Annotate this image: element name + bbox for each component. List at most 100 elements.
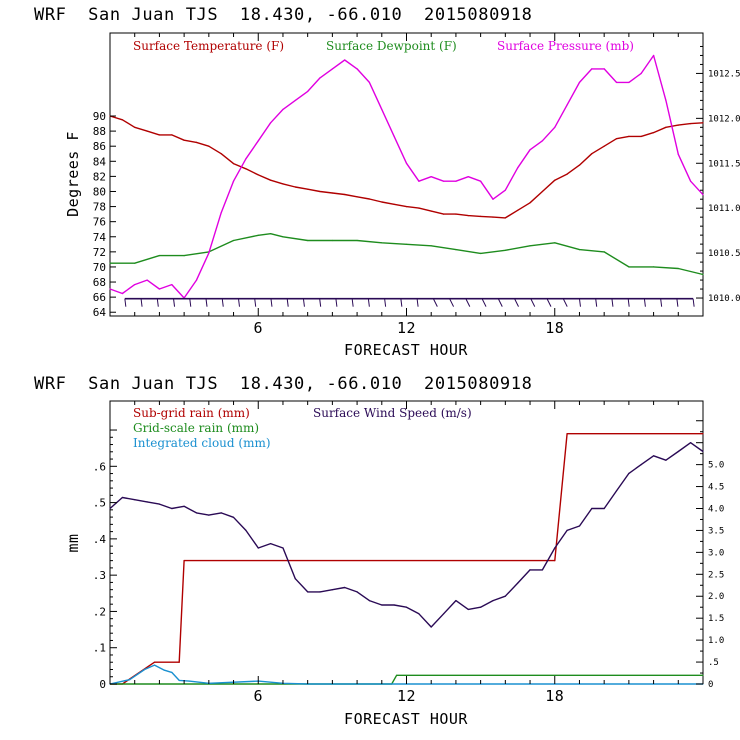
wind-barb: [514, 298, 519, 307]
y2-tick-label: 5.0: [708, 461, 724, 471]
wind-barb: [124, 298, 127, 307]
wind-barb: [449, 298, 455, 307]
wind-barb: [335, 298, 338, 307]
top-x-axis-label: FORECAST HOUR: [344, 341, 468, 359]
data-point-surface-pressure-mb: [405, 162, 408, 164]
data-point-surface-wind-speed-m-s: [566, 529, 568, 532]
data-point-surface-dewpoint-f: [603, 251, 605, 253]
top-chart: WRF San Juan TJS 18.430, -66.010 2015080…: [34, 5, 740, 359]
data-point-sub-grid-rain-mm: [153, 661, 156, 663]
data-point-surface-temperature-f: [640, 135, 642, 137]
data-point-surface-pressure-mb: [443, 180, 445, 182]
series-line-surface-wind-speed-m-s: [109, 442, 704, 628]
data-point-surface-wind-speed-m-s: [270, 543, 272, 545]
y-tick-label: 68: [93, 276, 106, 289]
legend-surface-dewpoint: Surface Dewpoint (F): [326, 39, 457, 53]
data-point-surface-temperature-f: [270, 179, 272, 181]
data-point-surface-dewpoint-f: [455, 249, 457, 251]
data-point-surface-temperature-f: [319, 190, 321, 193]
data-point-surface-pressure-mb: [368, 81, 370, 83]
data-point-surface-pressure-mb: [109, 288, 111, 290]
y-tick-label: .3: [93, 569, 106, 582]
data-point-surface-wind-speed-m-s: [418, 613, 420, 615]
wind-barb: [546, 298, 552, 307]
series-line-surface-dewpoint-f: [110, 232, 704, 276]
data-point-surface-temperature-f: [615, 138, 618, 140]
data-point-surface-pressure-mb: [257, 140, 259, 142]
y-tick-label: 88: [93, 125, 106, 138]
bottom-chart-marks: [109, 433, 704, 685]
legend-surface-pressure: Surface Pressure (mb): [497, 39, 634, 53]
data-point-surface-wind-speed-m-s: [480, 606, 482, 608]
legend-grid-scale-rain: Grid-scale rain (mm): [133, 421, 259, 435]
y-tick-label: 80: [93, 185, 106, 198]
bottom-x-axis-label: FORECAST HOUR: [344, 710, 468, 728]
data-point-surface-pressure-mb: [554, 126, 556, 128]
data-point-surface-pressure-mb: [146, 279, 148, 281]
data-point-surface-wind-speed-m-s: [171, 507, 173, 510]
wind-barb: [416, 298, 419, 307]
data-point-surface-dewpoint-f: [405, 243, 408, 245]
data-point-surface-dewpoint-f: [480, 252, 482, 254]
data-point-surface-wind-speed-m-s: [134, 499, 136, 501]
y-tick-label: .4: [93, 533, 107, 546]
data-point-surface-pressure-mb: [430, 176, 432, 178]
data-point-surface-pressure-mb: [492, 198, 494, 200]
data-point-surface-pressure-mb: [591, 68, 593, 70]
data-point-surface-temperature-f: [121, 119, 123, 121]
data-point-surface-dewpoint-f: [331, 239, 333, 242]
y-tick-label: 66: [93, 291, 106, 304]
data-point-surface-wind-speed-m-s: [121, 496, 123, 499]
data-point-surface-dewpoint-f: [504, 249, 506, 251]
y2-tick-label: 1012.5: [708, 69, 740, 79]
wind-barb: [692, 298, 695, 307]
y-tick-label: 78: [93, 201, 106, 214]
data-point-surface-dewpoint-f: [381, 242, 383, 244]
x-tick-label: 18: [545, 319, 564, 337]
data-point-integrated-cloud-mm: [144, 668, 146, 671]
series-line-sub-grid-rain-mm: [110, 433, 703, 685]
data-point-grid-scale-rain-mm: [702, 674, 704, 676]
wind-barb: [237, 298, 240, 307]
data-point-surface-wind-speed-m-s: [232, 516, 235, 518]
data-point-surface-temperature-f: [245, 168, 247, 170]
data-point-surface-wind-speed-m-s: [591, 507, 593, 510]
data-point-surface-temperature-f: [517, 209, 519, 211]
data-point-surface-dewpoint-f: [158, 255, 160, 257]
y2-tick-label: 1.0: [708, 636, 724, 646]
data-point-surface-wind-speed-m-s: [356, 591, 358, 593]
data-point-surface-dewpoint-f: [677, 267, 679, 270]
data-point-surface-wind-speed-m-s: [554, 547, 556, 549]
data-point-surface-temperature-f: [603, 145, 605, 147]
data-point-surface-pressure-mb: [628, 81, 630, 83]
data-point-surface-pressure-mb: [294, 99, 296, 101]
y2-tick-label: .5: [708, 658, 719, 668]
data-point-surface-pressure-mb: [418, 180, 420, 182]
legend-integrated-cloud: Integrated cloud (mm): [133, 436, 271, 450]
y-tick-label: 74: [93, 231, 107, 244]
wind-barb: [173, 298, 176, 307]
data-point-surface-wind-speed-m-s: [220, 512, 222, 514]
data-point-surface-pressure-mb: [603, 68, 605, 70]
data-point-sub-grid-rain-mm: [178, 661, 180, 663]
data-point-surface-wind-speed-m-s: [393, 604, 395, 606]
data-point-sub-grid-rain-mm: [702, 433, 704, 435]
data-point-surface-pressure-mb: [220, 212, 222, 214]
data-point-surface-wind-speed-m-s: [467, 608, 469, 611]
data-point-surface-pressure-mb: [344, 59, 346, 61]
series-line-grid-scale-rain-mm: [110, 674, 703, 685]
data-point-surface-temperature-f: [591, 153, 593, 155]
data-point-surface-wind-speed-m-s: [282, 547, 284, 549]
bottom-y-axis-label: mm: [64, 533, 82, 552]
data-point-surface-wind-speed-m-s: [158, 503, 160, 505]
wind-barb: [611, 298, 614, 307]
data-point-surface-wind-speed-m-s: [640, 464, 642, 466]
wind-barb: [156, 298, 159, 307]
wind-barb: [319, 298, 322, 307]
data-point-surface-wind-speed-m-s: [443, 613, 445, 615]
data-point-surface-temperature-f: [677, 124, 679, 126]
data-point-surface-temperature-f: [455, 213, 457, 215]
top-chart-marks: [109, 54, 704, 307]
y2-tick-label: 0: [708, 680, 713, 690]
data-point-surface-temperature-f: [158, 134, 160, 136]
